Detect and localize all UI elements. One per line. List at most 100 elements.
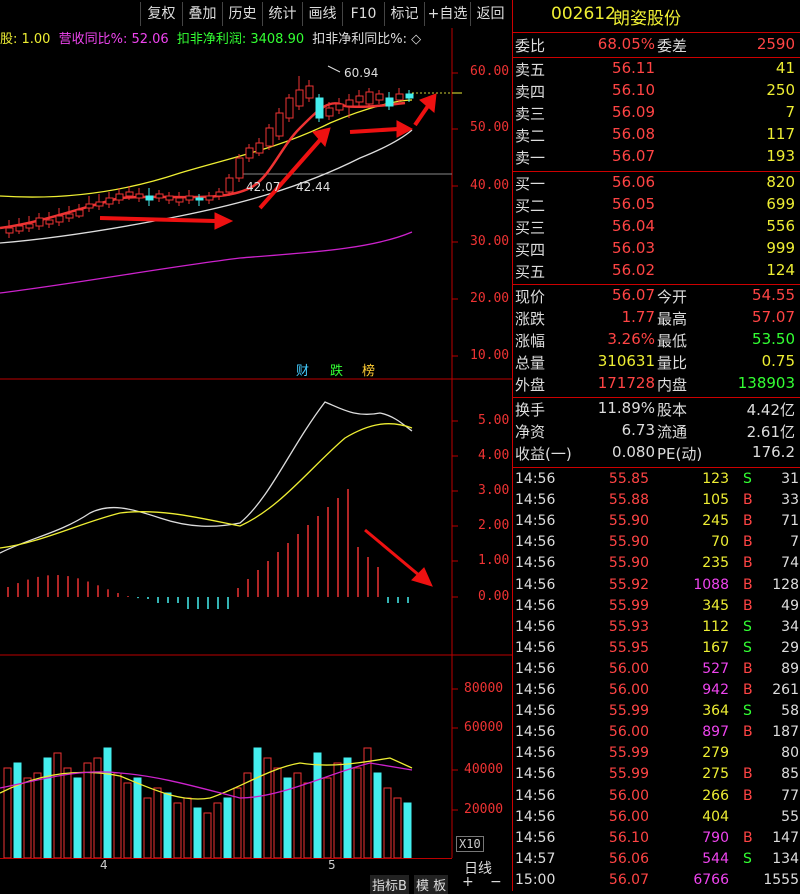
- tick-price: 55.90: [608, 534, 649, 551]
- tick-volume: 235: [702, 555, 729, 572]
- volume-axis-label: 60000: [464, 720, 504, 735]
- sell-volume: 250: [766, 81, 795, 99]
- tick-side: B: [743, 829, 753, 846]
- tick-count: 134: [772, 850, 799, 867]
- weicha-value: 2590: [756, 35, 795, 53]
- buy-price: 56.06: [612, 173, 655, 191]
- toolbar-button-overlay[interactable]: 叠加: [182, 2, 222, 26]
- tick-side: B: [743, 492, 753, 509]
- quote-value: 57.07: [752, 308, 795, 326]
- tick-row: 14:57 56.06 544 S 134: [513, 850, 800, 871]
- bottom-bar: 4 5 日线 指标B 模 板 + −: [0, 858, 512, 894]
- quote-row: 现价 56.07 今开 54.55: [513, 286, 800, 307]
- tick-time: 14:56: [515, 513, 556, 530]
- quote-value: 310631: [597, 352, 655, 370]
- tick-side: S: [743, 850, 752, 867]
- info-item-1: 股: 1.00: [0, 32, 51, 47]
- quote-value: 3.26%: [607, 330, 655, 348]
- tick-volume: 279: [702, 745, 729, 762]
- stock-name: 朗姿股份: [613, 9, 681, 29]
- tab-template[interactable]: 模 板: [414, 875, 449, 894]
- tick-time: 14:56: [515, 639, 556, 656]
- tick-row: 14:56 56.10 790 B 147: [513, 829, 800, 850]
- tick-time: 14:56: [515, 682, 556, 698]
- sell-price: 56.09: [612, 103, 655, 121]
- tick-time: 14:57: [515, 850, 556, 867]
- event-label-drop[interactable]: 跌: [330, 364, 344, 379]
- toolbar-button-draw-line[interactable]: 画线: [302, 2, 342, 26]
- event-label-finance[interactable]: 财: [296, 364, 310, 379]
- tick-volume: 245: [702, 513, 729, 530]
- fundamental-label: PE(动): [657, 445, 703, 463]
- tick-price: 56.00: [608, 682, 649, 698]
- zoom-out-button[interactable]: −: [490, 874, 502, 890]
- tick-side: B: [743, 555, 753, 572]
- quote-value: 0.75: [761, 352, 795, 370]
- fundamental-value: 0.080: [612, 443, 655, 461]
- tick-side: B: [743, 576, 753, 593]
- tick-side: B: [743, 513, 753, 530]
- tick-time: 14:56: [515, 766, 556, 783]
- quote-row: 总量 310631 量比 0.75: [513, 352, 800, 373]
- event-label-rank[interactable]: 榜: [362, 364, 376, 379]
- tick-row: 15:00 56.07 6766 1555: [513, 871, 800, 892]
- tick-volume: 70: [711, 534, 729, 551]
- tick-count: 1555: [763, 871, 799, 888]
- tick-row: 14:56 56.00 942 B 261: [513, 681, 800, 702]
- buy-volume: 999: [766, 239, 795, 257]
- quote-label: 今开: [657, 288, 688, 306]
- toolbar-button-back[interactable]: 返回: [470, 2, 510, 26]
- tab-daily[interactable]: 日线: [464, 861, 492, 877]
- tick-row: 14:56 55.90 70 B 7: [513, 533, 800, 554]
- sell-row: 卖三 56.09 7: [513, 103, 800, 124]
- fundamental-label: 换手: [515, 401, 546, 419]
- tick-side: S: [743, 618, 752, 635]
- date-label: 5: [328, 858, 336, 872]
- quote-row: 涨幅 3.26% 最低 53.50: [513, 330, 800, 351]
- tick-time: 14:56: [515, 492, 556, 509]
- tick-price: 55.88: [608, 492, 649, 509]
- tick-volume: 544: [702, 850, 729, 867]
- macd-axis-label: 1.00: [478, 553, 510, 568]
- volume-axis-label: 20000: [464, 802, 504, 817]
- buy-label: 买三: [515, 219, 546, 237]
- tick-time: 14:56: [515, 618, 556, 635]
- sell-row: 卖四 56.10 250: [513, 81, 800, 102]
- quote-label: 涨幅: [515, 332, 546, 350]
- tick-count: 74: [781, 555, 799, 572]
- zoom-in-button[interactable]: +: [462, 874, 474, 890]
- tick-price: 55.93: [608, 618, 649, 635]
- quote-label: 现价: [515, 288, 546, 306]
- toolbar-button-mark[interactable]: 标记: [384, 2, 424, 26]
- tick-volume: 942: [702, 682, 729, 698]
- tick-price: 56.00: [608, 787, 649, 804]
- price-axis-label: 30.00: [470, 234, 510, 249]
- toolbar-button-add-watchlist[interactable]: +自选: [424, 2, 470, 26]
- tick-price: 55.99: [608, 597, 649, 614]
- tick-row: 14:56 55.99 275 B 85: [513, 765, 800, 786]
- tab-indicator-b[interactable]: 指标B: [370, 875, 409, 894]
- quote-row: 外盘 171728 内盘 138903: [513, 374, 800, 395]
- macd-axis-label: 5.00: [478, 413, 510, 428]
- fundamental-label: 股本: [657, 401, 688, 419]
- sell-row: 卖五 56.11 41: [513, 59, 800, 80]
- chart-canvas: 60.94 42.07 42.44: [0, 28, 512, 858]
- toolbar-button-history[interactable]: 历史: [222, 2, 262, 26]
- toolbar-button-f10[interactable]: F10: [342, 2, 384, 26]
- toolbar-button-statistics[interactable]: 统计: [262, 2, 302, 26]
- tick-volume: 404: [702, 808, 729, 825]
- quote-label: 最低: [657, 332, 688, 350]
- tick-volume: 105: [702, 492, 729, 509]
- sell-volume: 117: [766, 125, 795, 143]
- toolbar-button-restore-rights[interactable]: 复权: [140, 2, 182, 26]
- buy-row: 买一 56.06 820: [513, 173, 800, 194]
- tick-price: 56.07: [608, 871, 649, 888]
- tick-volume: 123: [702, 471, 729, 487]
- tick-volume: 790: [702, 829, 729, 846]
- fundamental-row: 净资 6.73 流通 2.61亿: [513, 421, 800, 442]
- tick-side: B: [743, 724, 753, 741]
- buy-row: 买二 56.05 699: [513, 195, 800, 216]
- buy-volume: 556: [766, 217, 795, 235]
- macd-axis-label: 0.00: [478, 589, 510, 604]
- buy-volume: 124: [766, 261, 795, 279]
